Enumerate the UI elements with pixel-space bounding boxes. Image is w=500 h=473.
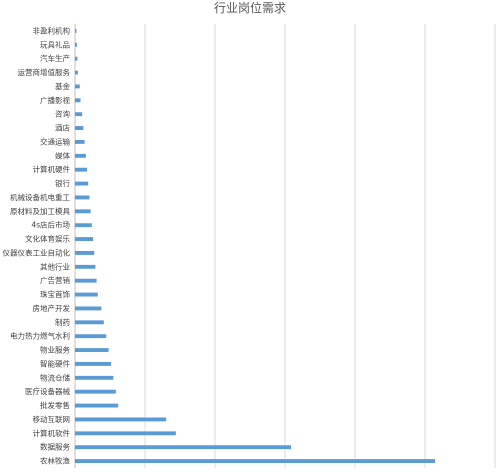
category-label: 计算机软件	[33, 428, 71, 438]
bar	[75, 56, 78, 61]
bar	[75, 112, 83, 117]
bar	[75, 237, 93, 242]
bar	[75, 264, 96, 269]
bar	[75, 84, 80, 89]
bar	[75, 403, 119, 408]
bar	[75, 209, 91, 214]
bar	[75, 181, 89, 186]
bar	[75, 70, 78, 75]
bar	[75, 431, 176, 436]
category-label: 4s店后市场	[31, 220, 70, 230]
category-label: 珠宝首饰	[40, 289, 70, 299]
category-label: 计算机硬件	[33, 164, 71, 174]
bar	[75, 320, 104, 325]
category-label: 房地产开发	[33, 303, 71, 313]
bar	[75, 361, 111, 366]
bar	[75, 98, 81, 103]
gridlines	[74, 24, 496, 468]
bar	[75, 375, 114, 380]
category-label: 电力热力燃气水利	[10, 331, 70, 341]
bar	[75, 292, 98, 297]
category-label: 广播影视	[40, 95, 70, 105]
category-label: 物业服务	[40, 345, 70, 355]
category-label: 制药	[55, 317, 70, 327]
bars	[75, 28, 435, 464]
category-label: 玩具礼品	[40, 39, 70, 49]
category-label: 其他行业	[40, 261, 70, 271]
bar	[75, 195, 90, 200]
category-labels: 非盈利机构玩具礼品汽车生产运营商增值服务基金广播影视咨询酒店交通运输媒体计算机硬…	[3, 25, 71, 465]
category-label: 数据服务	[40, 442, 70, 452]
category-label: 交通运输	[40, 136, 70, 146]
category-label: 酒店	[55, 123, 70, 133]
bar	[75, 459, 435, 464]
category-label: 非盈利机构	[33, 25, 71, 35]
category-label: 原材料及加工模具	[10, 206, 70, 216]
bar	[75, 139, 85, 144]
bar	[75, 28, 77, 33]
category-label: 基金	[55, 81, 70, 91]
bar	[75, 306, 102, 311]
category-label: 媒体	[55, 150, 70, 160]
category-label: 批发零售	[40, 400, 70, 410]
category-label: 汽车生产	[40, 53, 70, 63]
category-label: 农林牧渔	[40, 456, 70, 466]
bar	[75, 445, 291, 450]
category-label: 移动互联网	[33, 414, 71, 424]
bar	[75, 167, 87, 172]
bar	[75, 153, 86, 158]
category-label: 文化体育娱乐	[25, 234, 70, 244]
bar	[75, 334, 107, 339]
bar	[75, 126, 84, 131]
category-label: 医疗设备器械	[25, 386, 70, 396]
chart-title: 行业岗位需求	[214, 0, 286, 15]
category-label: 银行	[55, 178, 70, 188]
bar	[75, 278, 97, 283]
bar	[75, 250, 95, 255]
bar	[75, 348, 109, 353]
category-label: 咨询	[55, 109, 70, 119]
category-label: 仪器仪表工业自动化	[3, 247, 71, 257]
category-label: 物流仓储	[40, 372, 70, 382]
bar	[75, 223, 92, 228]
category-label: 机械设备机电重工	[10, 192, 70, 202]
category-label: 运营商增值服务	[18, 67, 71, 77]
bar	[75, 417, 167, 422]
bar	[75, 389, 116, 394]
category-label: 智能硬件	[40, 358, 70, 368]
category-label: 广告营销	[40, 275, 70, 285]
bar	[75, 42, 77, 47]
